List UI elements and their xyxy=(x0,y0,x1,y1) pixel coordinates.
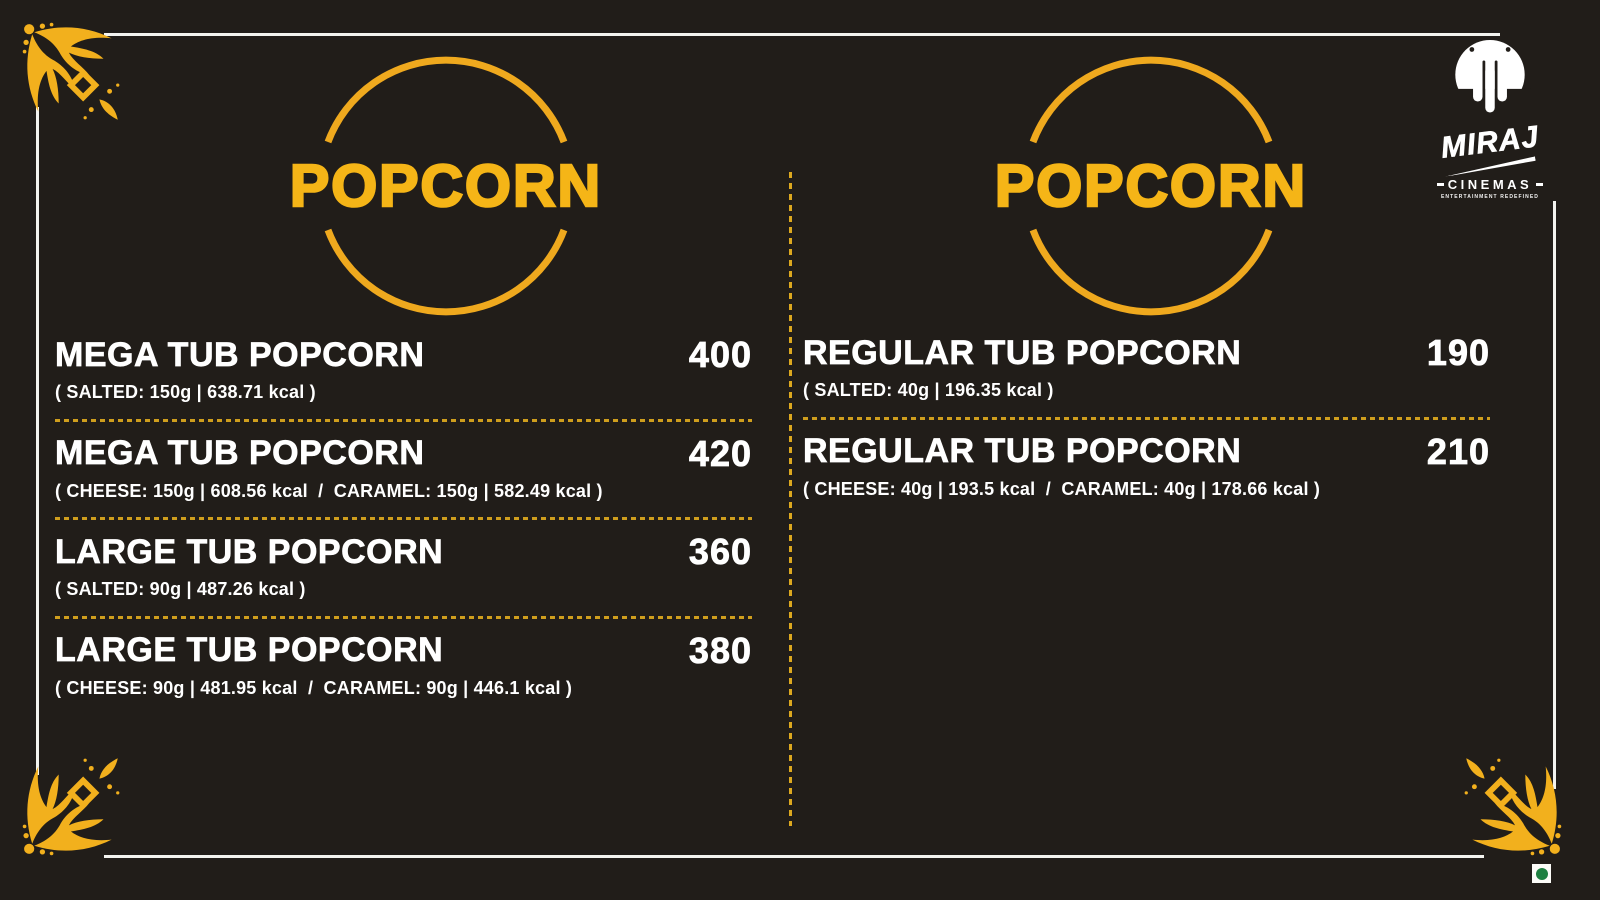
frame-line-right xyxy=(1553,201,1556,789)
veg-green-dot xyxy=(1535,867,1548,880)
item-price: 380 xyxy=(688,629,752,671)
item-name: MEGA TUB POPCORN xyxy=(55,434,425,473)
item-nutrition: ( CHEESE: 90g | 481.95 kcal / CARAMEL: 9… xyxy=(55,677,573,698)
heading-text: POPCORN xyxy=(290,153,602,219)
item-name: LARGE TUB POPCORN xyxy=(55,532,444,572)
heading-text: POPCORN xyxy=(995,153,1307,219)
logo-tagline-text: ENTERTAINMENT REDEFINED xyxy=(1441,194,1539,200)
menu-item: MEGA TUB POPCORN 400 ( SALTED: 150g | 63… xyxy=(55,334,752,404)
item-nutrition: ( CHEESE: 40g | 193.5 kcal / CARAMEL: 40… xyxy=(803,478,1321,499)
menu-item: REGULAR TUB POPCORN 210 ( CHEESE: 40g | … xyxy=(803,430,1490,501)
veg-indicator-icon xyxy=(1532,864,1551,883)
item-name: REGULAR TUB POPCORN xyxy=(803,432,1242,471)
popcorn-heading-right: POPCORN xyxy=(971,41,1331,331)
corner-flourish-icon xyxy=(1464,758,1562,856)
item-price: 360 xyxy=(688,531,752,573)
popcorn-heading-left: POPCORN xyxy=(266,41,626,331)
item-name: REGULAR TUB POPCORN xyxy=(803,333,1242,373)
menu-column-right: REGULAR TUB POPCORN 190 ( SALTED: 40g | … xyxy=(803,332,1490,500)
corner-flourish-icon xyxy=(22,22,120,120)
item-price: 400 xyxy=(688,334,752,376)
logo-dash-right xyxy=(1536,183,1543,186)
item-nutrition: ( SALTED: 40g | 196.35 kcal ) xyxy=(803,380,1054,400)
heading-arc-bottom xyxy=(324,228,568,316)
logo-type-text: CINEMAS xyxy=(1447,177,1533,192)
menu-item: LARGE TUB POPCORN 360 ( SALTED: 90g | 48… xyxy=(55,531,752,601)
item-nutrition: ( CHEESE: 150g | 608.56 kcal / CARAMEL: … xyxy=(55,480,603,501)
item-price: 420 xyxy=(688,432,752,474)
column-divider xyxy=(789,172,792,826)
heading-arc-top xyxy=(324,56,568,144)
menu-item: LARGE TUB POPCORN 380 ( CHEESE: 90g | 48… xyxy=(55,629,752,700)
item-nutrition: ( SALTED: 90g | 487.26 kcal ) xyxy=(55,579,306,599)
frame-line-bottom xyxy=(104,855,1484,858)
menu-item: MEGA TUB POPCORN 420 ( CHEESE: 150g | 60… xyxy=(55,432,752,503)
miraj-cinemas-logo: MIRAJ CINEMAS ENTERTAINMENT REDEFINED xyxy=(1437,40,1543,200)
dotted-separator xyxy=(55,615,752,619)
item-name: MEGA TUB POPCORN xyxy=(55,335,425,375)
item-name: LARGE TUB POPCORN xyxy=(55,631,444,670)
frame-line-left xyxy=(36,107,39,775)
menu-column-left: MEGA TUB POPCORN 400 ( SALTED: 150g | 63… xyxy=(55,334,752,699)
frame-line-top xyxy=(104,33,1500,36)
item-price: 210 xyxy=(1426,430,1490,472)
dotted-separator xyxy=(55,418,752,422)
menu-item: REGULAR TUB POPCORN 190 ( SALTED: 40g | … xyxy=(803,332,1490,402)
heading-arc-top xyxy=(1029,56,1273,144)
dotted-separator xyxy=(803,416,1490,420)
miraj-logo-mark-icon xyxy=(1449,40,1531,122)
heading-arc-bottom xyxy=(1029,228,1273,316)
corner-flourish-icon xyxy=(22,758,120,856)
dotted-separator xyxy=(55,517,752,520)
item-price: 190 xyxy=(1426,332,1490,374)
logo-dash-left xyxy=(1437,183,1444,186)
item-nutrition: ( SALTED: 150g | 638.71 kcal ) xyxy=(55,382,316,402)
logo-type-row: CINEMAS xyxy=(1437,177,1543,192)
